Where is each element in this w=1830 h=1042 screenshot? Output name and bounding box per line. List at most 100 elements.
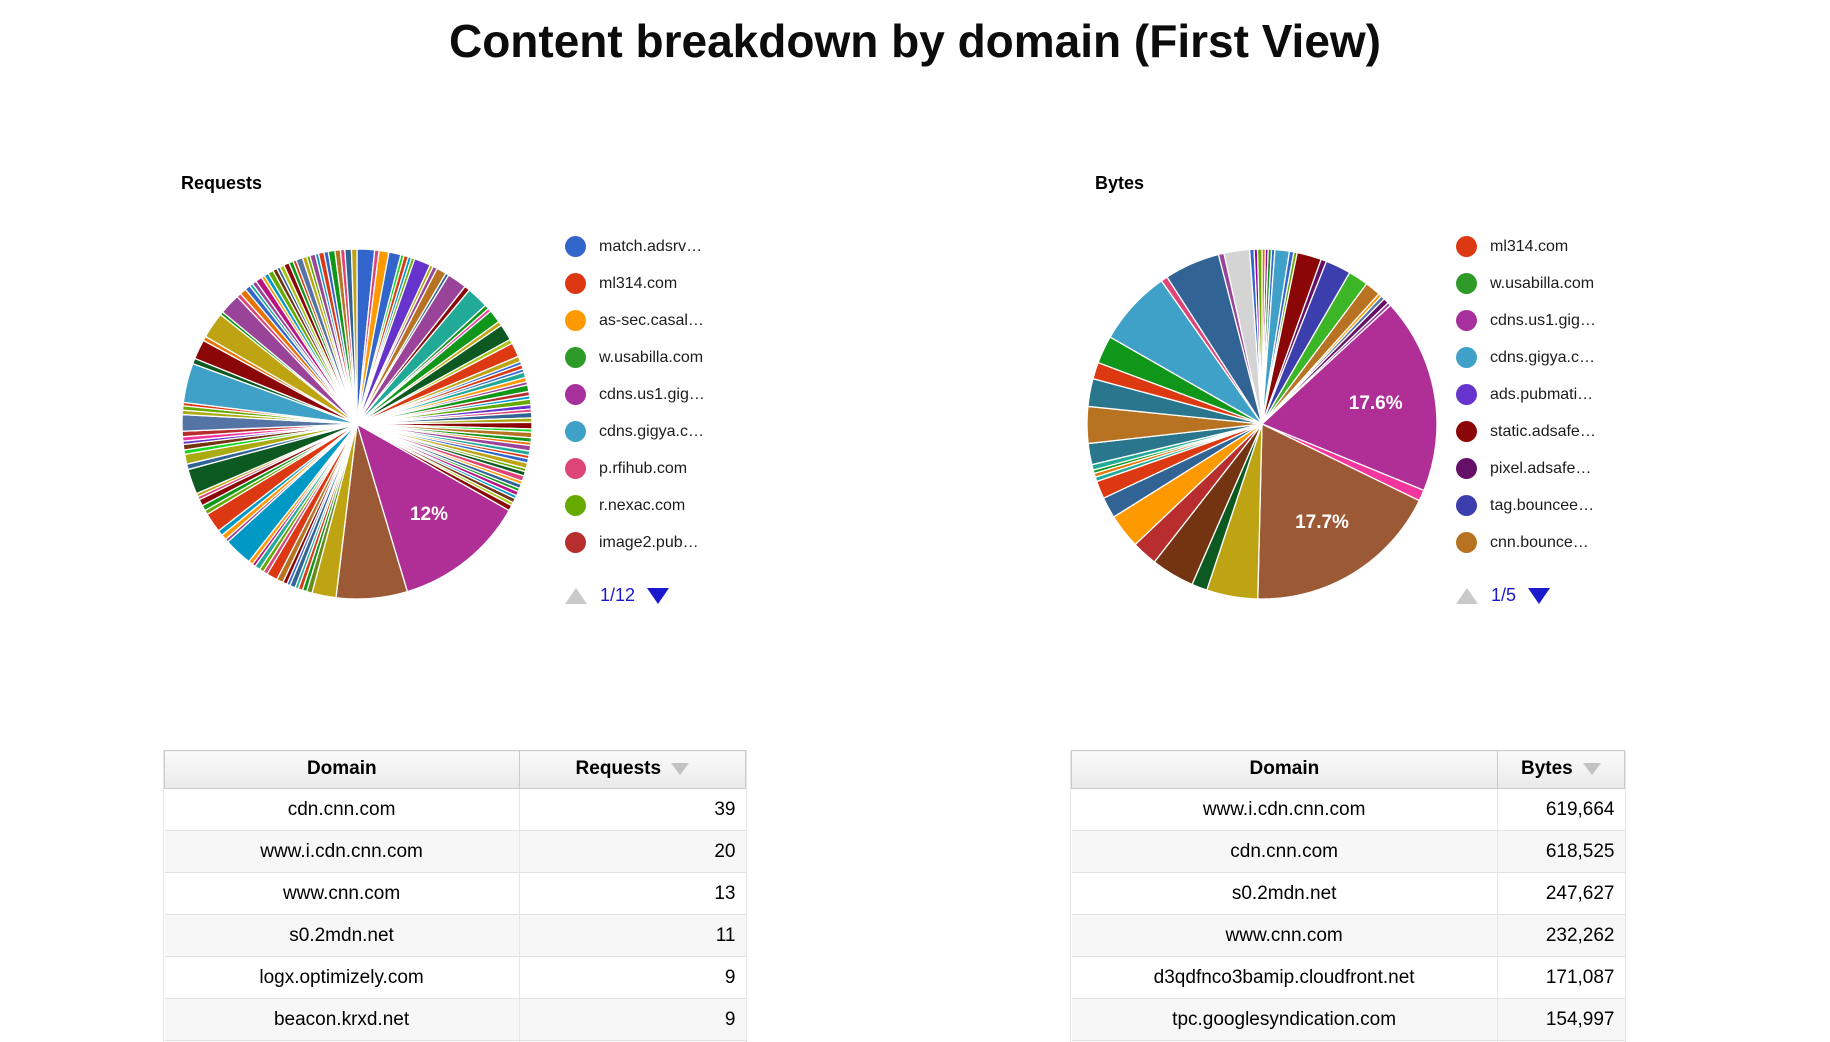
- pie-slice[interactable]: [1260, 304, 1438, 492]
- legend-item[interactable]: w.usabilla.com: [565, 339, 705, 376]
- requests-chart-title: Requests: [181, 173, 263, 193]
- table-row[interactable]: www.cnn.com 13: [164, 872, 746, 915]
- legend-item[interactable]: r.nexac.com: [565, 487, 705, 524]
- requests-pie-chart: 12%: [167, 234, 547, 614]
- domain-cell: www.i.cdn.cnn.com: [1071, 788, 1498, 831]
- column-header-label: Domain: [306, 758, 377, 780]
- legend-item[interactable]: match.adsrv…: [565, 228, 705, 265]
- bytes-chart-title: Bytes: [1095, 173, 1145, 193]
- legend-page-down-icon[interactable]: [647, 587, 670, 604]
- legend-page-up-icon[interactable]: [565, 587, 587, 604]
- requests-table-container: Domain Requests cdn.cnn.com 39 www.i.cdn.cnn…: [163, 750, 747, 1042]
- table-row[interactable]: cdn.cnn.com 618,525: [1071, 830, 1625, 873]
- table-row[interactable]: s0.2mdn.net 11: [164, 914, 746, 957]
- legend-page-down-icon[interactable]: [1528, 587, 1551, 604]
- legend-item[interactable]: cdns.us1.gig…: [1456, 302, 1596, 339]
- legend-item-label: cdns.us1.gig…: [1490, 311, 1596, 329]
- domain-cell: beacon.krxd.net: [164, 998, 520, 1041]
- legend-color-dot: [1456, 347, 1477, 368]
- column-header-domain[interactable]: Domain: [164, 750, 520, 789]
- legend-item-label: cdns.us1.gig…: [599, 385, 705, 403]
- value-cell: 20: [518, 830, 746, 873]
- legend-item[interactable]: as-sec.casal…: [565, 302, 705, 339]
- legend-item[interactable]: pixel.adsafe…: [1456, 450, 1596, 487]
- legend-page-indicator: 1/12: [600, 585, 636, 605]
- table-row[interactable]: cdn.cnn.com 39: [164, 788, 746, 831]
- legend-item-label: static.adsafe…: [1490, 422, 1596, 440]
- value-cell: 9: [518, 956, 746, 999]
- column-header-label: Domain: [1249, 758, 1320, 780]
- legend-color-dot: [1456, 495, 1477, 516]
- legend-item[interactable]: tag.bouncee…: [1456, 487, 1596, 524]
- requests-legend: match.adsrv… ml314.com as-sec.casal… w.usab…: [565, 228, 705, 561]
- value-cell: 247,627: [1496, 872, 1625, 915]
- legend-item-label: ml314.com: [1490, 237, 1569, 255]
- pie-slice-label: 12%: [410, 504, 448, 525]
- legend-color-dot: [565, 310, 586, 331]
- legend-item[interactable]: cnn.bounce…: [1456, 524, 1596, 561]
- column-header-bytes[interactable]: Bytes: [1496, 750, 1625, 789]
- table-row[interactable]: s0.2mdn.net 247,627: [1071, 872, 1625, 915]
- pie-slice[interactable]: [1256, 248, 1263, 425]
- pie-slice-label: 17.7%: [1295, 512, 1349, 533]
- value-cell: 11: [518, 914, 746, 957]
- legend-color-dot: [565, 495, 586, 516]
- table-header-row: Domain Requests: [164, 750, 746, 789]
- column-header-requests[interactable]: Requests: [518, 750, 746, 789]
- legend-color-dot: [565, 347, 586, 368]
- legend-item[interactable]: p.rfihub.com: [565, 450, 705, 487]
- legend-item[interactable]: cdns.gigya.c…: [1456, 339, 1596, 376]
- table-row[interactable]: logx.optimizely.com 9: [164, 956, 746, 999]
- table-row-partial: [1071, 1040, 1625, 1042]
- legend-item[interactable]: cdns.us1.gig…: [565, 376, 705, 413]
- bytes-pie-chart: 17.6% 17.7%: [1072, 234, 1452, 614]
- domain-cell: www.i.cdn.cnn.com: [164, 830, 520, 873]
- legend-item[interactable]: image2.pub…: [565, 524, 705, 561]
- legend-item-label: tag.bouncee…: [1490, 496, 1595, 514]
- table-row-partial: [164, 1040, 746, 1042]
- table-row[interactable]: www.i.cdn.cnn.com 20: [164, 830, 746, 873]
- legend-item[interactable]: cdns.gigya.c…: [565, 413, 705, 450]
- legend-color-dot: [1456, 421, 1477, 442]
- legend-color-dot: [1456, 532, 1477, 553]
- legend-color-dot: [1456, 384, 1477, 405]
- legend-item[interactable]: w.usabilla.com: [1456, 265, 1596, 302]
- legend-color-dot: [1456, 236, 1477, 257]
- domain-cell: www.cnn.com: [164, 872, 520, 915]
- column-header-label: Requests: [575, 758, 662, 780]
- table-row[interactable]: www.i.cdn.cnn.com 619,664: [1071, 788, 1625, 831]
- legend-item-label: ads.pubmati…: [1490, 385, 1594, 403]
- legend-color-dot: [565, 384, 586, 405]
- bytes-pie-svg: 17.6% 17.7%: [1086, 248, 1438, 600]
- value-cell: 232,262: [1496, 914, 1625, 957]
- legend-item[interactable]: ml314.com: [1456, 228, 1596, 265]
- column-header-label: Bytes: [1521, 758, 1573, 780]
- table-row[interactable]: www.cnn.com 232,262: [1071, 914, 1625, 957]
- legend-color-dot: [1456, 310, 1477, 331]
- legend-color-dot: [1456, 458, 1477, 479]
- legend-item-label: r.nexac.com: [599, 496, 686, 514]
- domain-cell: s0.2mdn.net: [1071, 872, 1498, 915]
- legend-item-label: pixel.adsafe…: [1490, 459, 1592, 477]
- legend-color-dot: [565, 421, 586, 442]
- legend-item[interactable]: ads.pubmati…: [1456, 376, 1596, 413]
- requests-table: Domain Requests cdn.cnn.com 39 www.i.cdn.cnn…: [164, 750, 746, 1042]
- legend-page-up-icon[interactable]: [1456, 587, 1478, 604]
- legend-item-label: w.usabilla.com: [1490, 274, 1595, 292]
- pie-slice[interactable]: [1257, 422, 1421, 600]
- legend-item-label: cnn.bounce…: [1490, 533, 1589, 551]
- legend-color-dot: [565, 532, 586, 553]
- value-cell: 13: [518, 872, 746, 915]
- pie-slice[interactable]: [350, 248, 358, 425]
- table-row[interactable]: tpc.googlesyndication.com 154,997: [1071, 998, 1625, 1041]
- column-header-domain[interactable]: Domain: [1071, 750, 1498, 789]
- table-row[interactable]: d3qdfnco3bamip.cloudfront.net 171,087: [1071, 956, 1625, 999]
- legend-item[interactable]: static.adsafe…: [1456, 413, 1596, 450]
- table-row[interactable]: beacon.krxd.net 9: [164, 998, 746, 1041]
- legend-page-indicator: 1/5: [1491, 585, 1517, 605]
- value-cell: 154,997: [1496, 998, 1625, 1041]
- legend-color-dot: [1456, 273, 1477, 294]
- legend-item[interactable]: ml314.com: [565, 265, 705, 302]
- domain-cell: cdn.cnn.com: [164, 788, 520, 831]
